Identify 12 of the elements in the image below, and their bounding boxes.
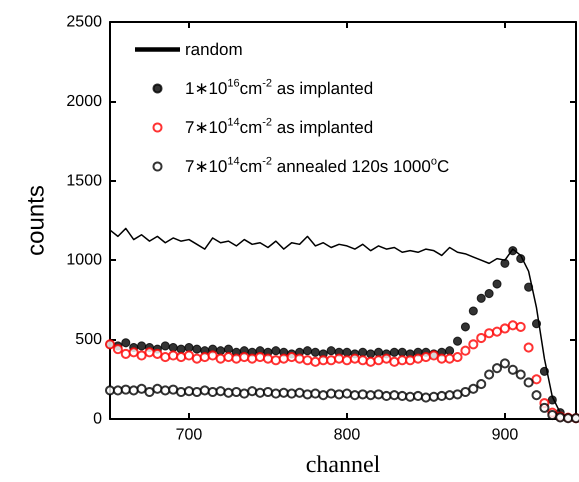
x-axis-title: channel xyxy=(306,452,381,478)
y-tick-label: 1500 xyxy=(66,172,102,190)
x-tick-label: 700 xyxy=(176,426,202,444)
x-tick-label: 900 xyxy=(492,426,518,444)
y-tick-label: 2500 xyxy=(66,14,102,30)
y-tick-label: 1000 xyxy=(66,252,102,269)
y-axis-title: counts xyxy=(22,185,50,256)
y-tick-label: 0 xyxy=(93,410,102,428)
y-tick-label: 2000 xyxy=(66,92,102,110)
x-tick-label: 800 xyxy=(334,426,360,444)
y-tick-label: 500 xyxy=(75,331,102,348)
legend-label: random xyxy=(185,40,243,59)
